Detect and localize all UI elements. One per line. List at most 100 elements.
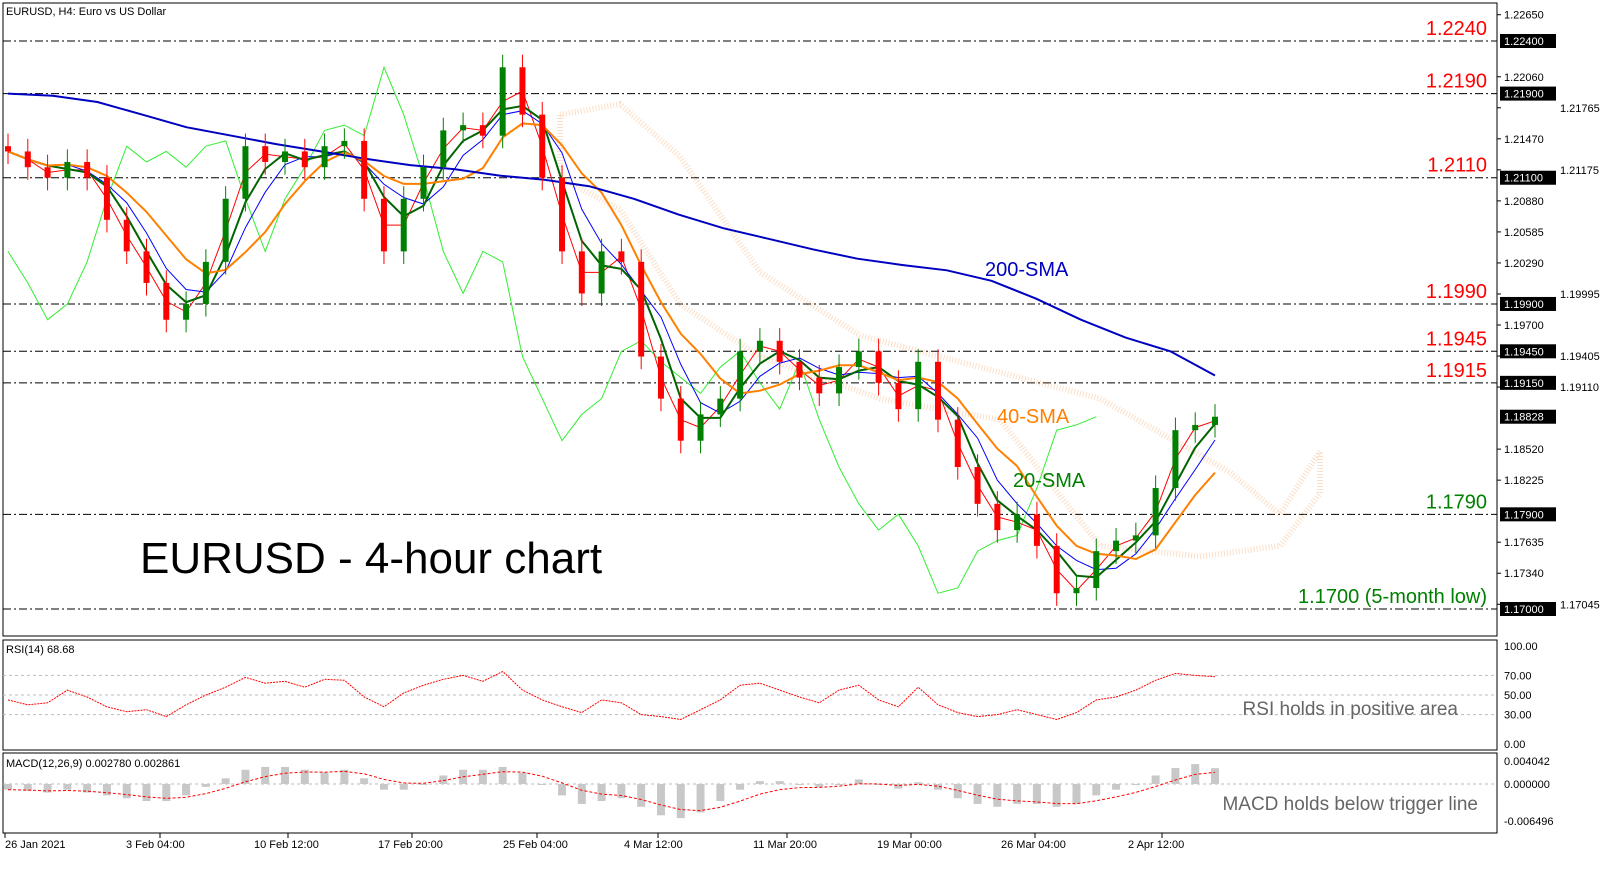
chart-title: EURUSD, H4: Euro vs US Dollar bbox=[6, 6, 166, 18]
macd-bar bbox=[439, 775, 448, 784]
candle bbox=[638, 261, 645, 357]
candle bbox=[934, 361, 941, 420]
x-tick-label: 11 Mar 20:00 bbox=[753, 839, 817, 851]
macd-bar bbox=[1013, 784, 1022, 804]
candle bbox=[756, 340, 763, 352]
candle bbox=[875, 351, 882, 383]
candle bbox=[816, 377, 823, 394]
y-tick-label: 1.21765 bbox=[1560, 103, 1600, 115]
macd-bar bbox=[419, 784, 428, 785]
rsi-line bbox=[7, 670, 1216, 721]
x-tick-label: 25 Feb 04:00 bbox=[503, 839, 568, 851]
candle bbox=[915, 361, 922, 410]
candle bbox=[539, 114, 546, 178]
macd-bar bbox=[221, 778, 230, 784]
macd-bar bbox=[993, 784, 1002, 807]
macd-tick-label: 0.004042 bbox=[1504, 756, 1550, 768]
candle bbox=[1073, 587, 1080, 594]
macd-bar bbox=[182, 784, 191, 796]
ichimoku-cloud bbox=[557, 100, 1323, 560]
price-tag: 1.21900 bbox=[1504, 89, 1544, 101]
candle bbox=[737, 351, 744, 399]
macd-bar bbox=[241, 769, 250, 784]
macd-bar bbox=[874, 784, 883, 785]
price-tag-bg bbox=[1500, 375, 1556, 390]
level-label: 1.1990 bbox=[1426, 281, 1487, 303]
candle bbox=[222, 198, 229, 262]
candle bbox=[1014, 514, 1021, 531]
macd-bar bbox=[261, 766, 270, 784]
y-tick-label: 1.22650 bbox=[1504, 10, 1544, 22]
macd-bar bbox=[340, 769, 349, 784]
candle bbox=[1212, 416, 1218, 425]
macd-bar bbox=[360, 778, 369, 784]
macd-bar bbox=[1151, 775, 1160, 784]
macd-bar bbox=[755, 781, 764, 784]
price-tag-bg bbox=[1500, 344, 1556, 359]
y-tick-label: 1.19700 bbox=[1504, 320, 1544, 332]
candle bbox=[855, 351, 862, 368]
rsi-tick-label: 100.00 bbox=[1504, 641, 1538, 653]
level-label: 1.1790 bbox=[1426, 491, 1487, 513]
main-panel bbox=[2, 2, 1498, 637]
macd-tick-label: 0.000000 bbox=[1504, 779, 1550, 791]
macd-bar bbox=[597, 784, 606, 802]
macd-bar bbox=[518, 772, 527, 784]
y-tick-label: 1.17635 bbox=[1504, 537, 1544, 549]
candle bbox=[954, 419, 961, 467]
price-tag-bg bbox=[1500, 34, 1556, 48]
candle bbox=[84, 161, 91, 178]
price-tag-bg bbox=[1500, 601, 1556, 616]
macd-bar bbox=[854, 779, 863, 784]
macd-bar bbox=[1092, 784, 1101, 796]
rsi-tick-label: 30.00 bbox=[1504, 710, 1532, 722]
candle bbox=[321, 146, 328, 168]
candle bbox=[460, 125, 467, 131]
candle bbox=[1132, 535, 1139, 541]
rsi-title: RSI(14) 68.68 bbox=[6, 644, 74, 656]
y-tick-label: 1.18225 bbox=[1504, 475, 1544, 487]
macd-panel bbox=[2, 752, 1498, 834]
x-tick-label: 3 Feb 04:00 bbox=[126, 839, 185, 851]
macd-bar bbox=[894, 784, 903, 789]
macd-bar bbox=[498, 766, 507, 784]
sma40-label: 40-SMA bbox=[997, 406, 1070, 428]
candle bbox=[717, 398, 724, 415]
macd-bar bbox=[558, 784, 567, 796]
candle bbox=[64, 161, 71, 178]
candle bbox=[123, 219, 130, 252]
macd-bar bbox=[300, 769, 309, 784]
candle bbox=[1093, 551, 1100, 588]
level-label: 1.1915 bbox=[1426, 360, 1487, 382]
price-tag: 1.19450 bbox=[1504, 346, 1544, 358]
x-tick-label: 2 Apr 12:00 bbox=[1128, 839, 1184, 851]
big-title: EURUSD - 4-hour chart bbox=[140, 534, 602, 583]
y-tick-label: 1.20585 bbox=[1504, 227, 1544, 239]
macd-bar bbox=[1052, 784, 1061, 807]
candle bbox=[657, 356, 664, 399]
price-tag-bg bbox=[1500, 507, 1556, 522]
candle bbox=[895, 382, 902, 410]
macd-title: MACD(12,26,9) 0.002780 0.002861 bbox=[6, 758, 180, 770]
price-tag: 1.19150 bbox=[1504, 378, 1544, 390]
candle bbox=[1192, 424, 1199, 431]
macd-bar bbox=[102, 784, 111, 796]
y-tick-label: 1.20880 bbox=[1504, 196, 1544, 208]
macd-bar bbox=[23, 784, 32, 791]
x-tick-label: 10 Feb 12:00 bbox=[254, 839, 319, 851]
level-label: 1.2190 bbox=[1426, 71, 1487, 93]
price-tag: 1.19900 bbox=[1504, 299, 1544, 311]
candle bbox=[24, 151, 31, 168]
candle bbox=[974, 466, 981, 504]
macd-bar bbox=[953, 784, 962, 799]
candle bbox=[1053, 545, 1060, 594]
y-tick-label: 1.17045 bbox=[1560, 599, 1600, 611]
macd-bar bbox=[835, 784, 844, 785]
candle bbox=[677, 398, 684, 441]
x-tick-label: 19 Mar 00:00 bbox=[877, 839, 942, 851]
rsi-annotation: RSI holds in positive area bbox=[1243, 699, 1459, 720]
candle bbox=[578, 251, 585, 294]
candle bbox=[143, 251, 150, 283]
